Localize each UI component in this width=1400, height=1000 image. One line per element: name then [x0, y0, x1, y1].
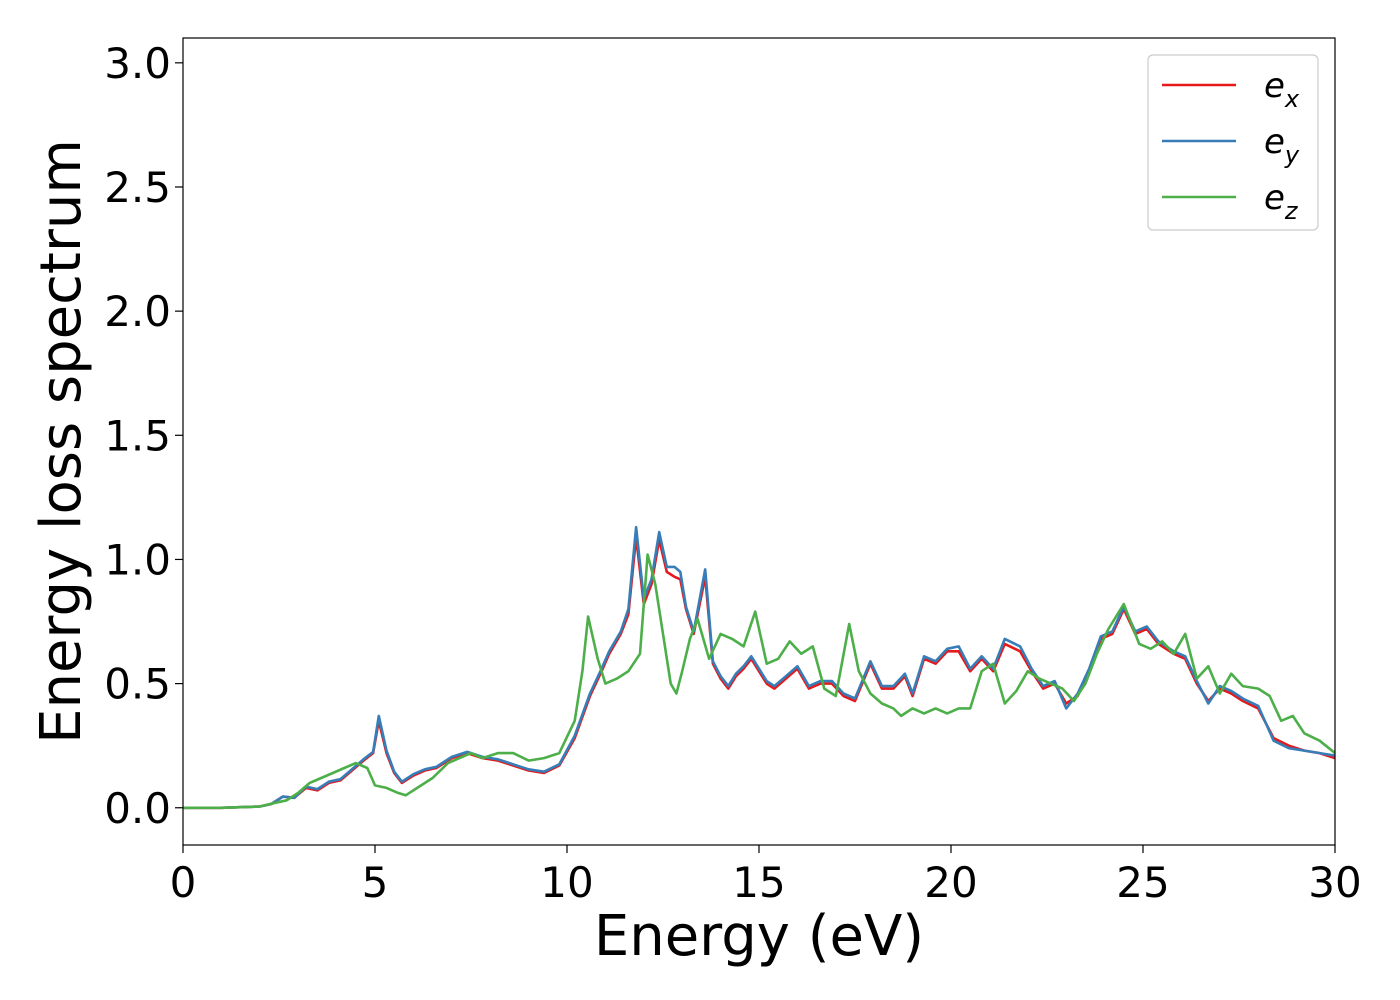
- series-layer: [183, 525, 1335, 810]
- x-tick-label: 0: [170, 858, 197, 907]
- y-tick-label: 1.5: [104, 411, 171, 460]
- y-tick-label: 2.0: [104, 287, 171, 336]
- plot-frame: [182, 37, 1336, 846]
- y-tick-label: 0.0: [104, 784, 171, 833]
- legend-label-ex: ex: [1264, 66, 1300, 113]
- y-tick-label: 3.0: [104, 39, 171, 88]
- x-tick-label: 20: [924, 858, 977, 907]
- y-tick-label: 1.0: [104, 535, 171, 584]
- legend: ex ey ez: [1147, 54, 1319, 231]
- x-axis-ticks: 0 5 10 15 20 25 30: [170, 845, 1362, 907]
- series-line-ez: [183, 553, 1335, 810]
- legend-label-ey: ey: [1264, 122, 1300, 169]
- x-tick-label: 10: [540, 858, 593, 907]
- series-line-ey: [183, 525, 1335, 810]
- x-axis-label: Energy (eV): [594, 904, 924, 969]
- legend-label-ez: ez: [1264, 178, 1299, 225]
- legend-box: [1147, 54, 1319, 231]
- y-axis-label: Energy loss spectrum: [29, 139, 94, 744]
- x-tick-label: 5: [362, 858, 389, 907]
- x-tick-label: 25: [1116, 858, 1169, 907]
- x-tick-label: 15: [732, 858, 785, 907]
- y-tick-label: 2.5: [104, 163, 171, 212]
- x-tick-label: 30: [1308, 858, 1361, 907]
- y-axis-ticks: 0.0 0.5 1.0 1.5 2.0 2.5 3.0: [104, 39, 183, 833]
- y-tick-label: 0.5: [104, 660, 171, 709]
